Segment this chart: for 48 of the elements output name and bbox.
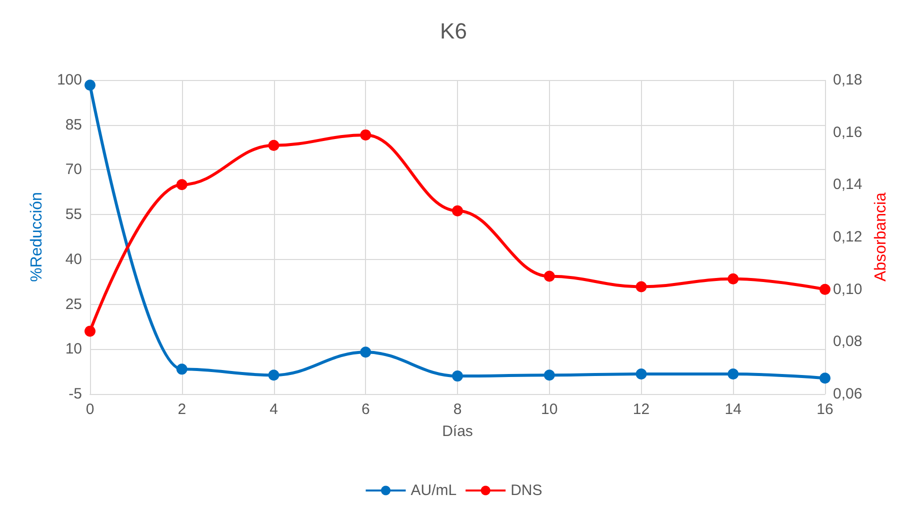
x-tick-label: 14 bbox=[724, 401, 742, 418]
y2-tick-label: 0,10 bbox=[833, 280, 862, 298]
point bbox=[452, 370, 463, 382]
point bbox=[820, 372, 830, 384]
point bbox=[544, 270, 555, 282]
x-tick-label: 0 bbox=[86, 401, 94, 418]
y-tick-label: 70 bbox=[65, 161, 82, 178]
point bbox=[84, 326, 96, 337]
x-tick-label: 16 bbox=[816, 401, 834, 418]
point bbox=[176, 364, 188, 375]
point bbox=[360, 346, 372, 358]
x-tick-label: 12 bbox=[632, 401, 650, 418]
y-tick-label: 55 bbox=[65, 206, 82, 224]
y-tick-label: 85 bbox=[65, 116, 82, 134]
y-tick-label: 100 bbox=[56, 72, 82, 88]
point bbox=[636, 281, 647, 292]
y-axis-title: %Reducción bbox=[28, 192, 46, 282]
point bbox=[84, 80, 96, 91]
point bbox=[176, 179, 188, 190]
y2-tick-label: 0,06 bbox=[833, 386, 862, 402]
chart-title: K6 bbox=[440, 18, 467, 44]
x-tick-label: 4 bbox=[270, 401, 278, 418]
y2-axis-title: Absorbancia bbox=[872, 192, 890, 282]
y2-tick-label: 0,12 bbox=[833, 228, 862, 246]
point bbox=[268, 140, 280, 151]
point bbox=[544, 370, 555, 381]
legend-label: AU/mL bbox=[410, 482, 457, 499]
x-tick-label: 2 bbox=[178, 401, 186, 418]
y2-tick-label: 0,16 bbox=[833, 124, 862, 141]
legend-label: DNS bbox=[510, 482, 542, 499]
point bbox=[728, 368, 739, 380]
x-tick-label: 10 bbox=[541, 401, 558, 418]
y-tick-label: 40 bbox=[65, 250, 82, 268]
point bbox=[360, 129, 372, 140]
x-axis-title: Días bbox=[442, 423, 473, 440]
point bbox=[728, 273, 739, 284]
y-tick-label: 25 bbox=[65, 296, 82, 313]
point bbox=[636, 368, 647, 380]
point bbox=[268, 370, 280, 381]
y-tick-label: 10 bbox=[65, 340, 82, 358]
y2-tick-label: 0,08 bbox=[833, 333, 862, 350]
x-tick-label: 6 bbox=[361, 401, 370, 418]
y2-tick-label: 0,14 bbox=[833, 176, 862, 194]
y-tick-label: -5 bbox=[68, 386, 82, 402]
y2-tick-label: 0,18 bbox=[833, 72, 862, 88]
point bbox=[452, 205, 463, 216]
x-tick-label: 8 bbox=[453, 401, 462, 418]
point bbox=[820, 284, 830, 295]
